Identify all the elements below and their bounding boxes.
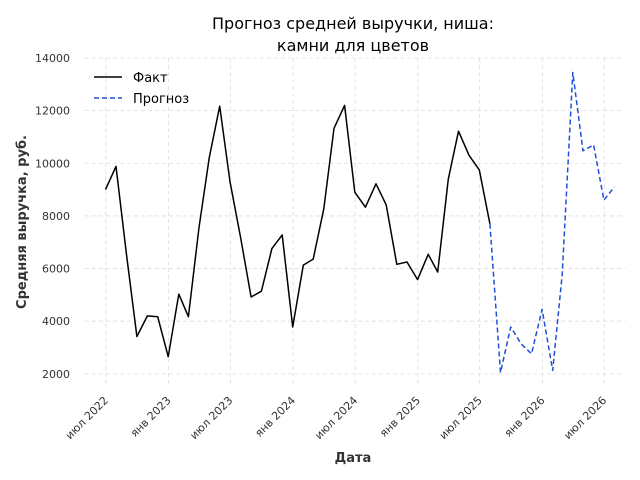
x-tick-label: янв 2026 [502,394,548,440]
legend-label-fact: Факт [133,71,168,86]
chart-title-line-2: камни для цветов [277,36,429,55]
x-tick-label: июл 2024 [312,394,360,442]
x-tick-label: янв 2025 [377,394,423,440]
y-tick-label: 8000 [42,210,70,223]
y-tick-label: 4000 [42,315,70,328]
x-axis-ticks: июл 2022 янв 2023 июл 2023 янв 2024 июл 2024… [63,394,609,442]
y-axis-label: Средняя выручка, руб. [15,135,30,309]
y-tick-label: 2000 [42,368,70,381]
y-tick-label: 10000 [35,157,70,170]
x-tick-label: июл 2025 [437,394,485,442]
x-tick-label: янв 2024 [252,394,298,440]
y-tick-label: 14000 [35,52,70,65]
legend: Факт Прогноз [94,71,189,107]
grid-lines [85,57,625,387]
x-tick-label: июл 2026 [561,394,609,442]
x-tick-label: июл 2023 [187,394,235,442]
x-axis-label: Дата [335,451,372,466]
y-tick-label: 6000 [42,263,70,276]
series-line-fact [104,104,491,358]
legend-label-forecast: Прогноз [133,92,189,107]
x-tick-label: июл 2022 [63,394,111,442]
x-tick-label: янв 2023 [128,394,174,440]
series-lines [104,71,615,374]
y-tick-label: 12000 [35,105,70,118]
plot-area: 2000 4000 6000 8000 10000 12000 14000 июл 2022… [35,52,625,442]
y-axis-ticks: 2000 4000 6000 8000 10000 12000 14000 [35,52,70,381]
series-line-forecast [489,71,615,374]
chart-title-line-1: Прогноз средней выручки, ниша: [212,14,494,33]
